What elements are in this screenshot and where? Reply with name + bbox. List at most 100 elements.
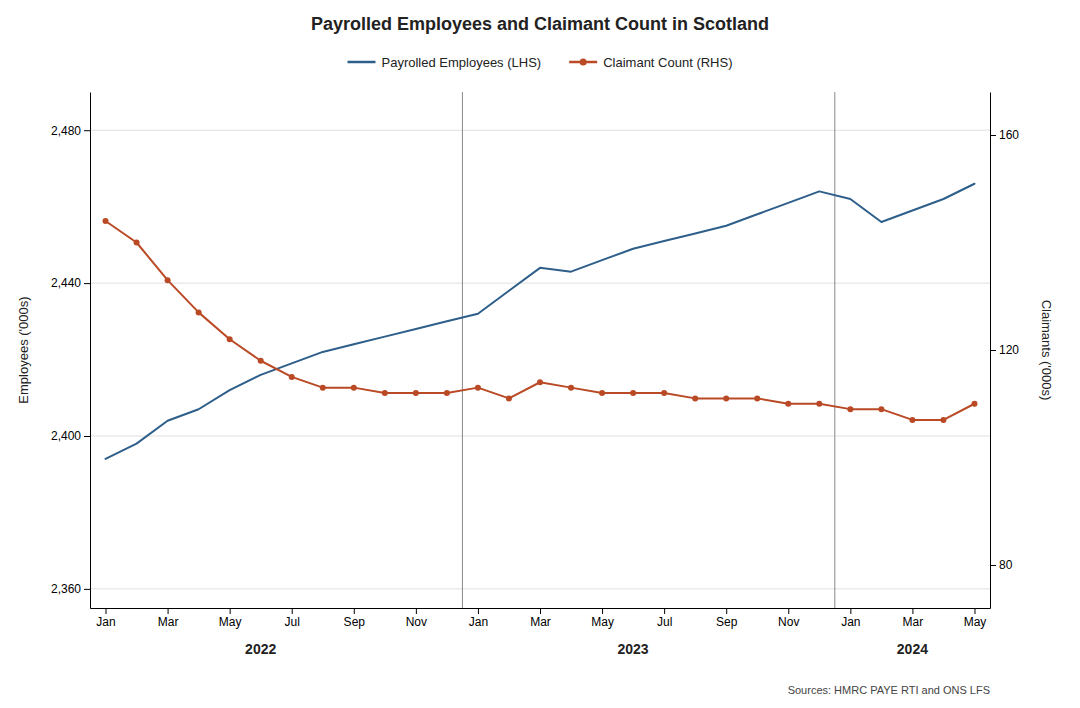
tick-mark: [84, 130, 90, 131]
x-tick: Mar: [903, 608, 924, 629]
x-tick: Nov: [406, 608, 427, 629]
x-tick: May: [591, 608, 614, 629]
x-tick-label: Nov: [406, 615, 427, 629]
legend: Payrolled Employees (LHS) Claimant Count …: [347, 55, 732, 70]
grid-line: [90, 588, 990, 589]
x-tick: Jan: [96, 608, 115, 629]
x-tick-label: May: [219, 615, 242, 629]
x-tick-label: Mar: [158, 615, 179, 629]
y-tick-label: 2,440: [51, 276, 81, 290]
tick-mark: [788, 608, 789, 614]
year-label: 2024: [897, 641, 928, 657]
series-line: [106, 221, 975, 420]
legend-label: Claimant Count (RHS): [603, 55, 732, 70]
tick-mark: [478, 608, 479, 614]
tick-mark: [726, 608, 727, 614]
series-marker: [599, 390, 605, 396]
x-tick-label: May: [591, 615, 614, 629]
plot-area: Jan Mar May Jul Sep Nov Jan Mar May Jul Sep Nov Jan M…: [51, 92, 1019, 657]
x-tick: Nov: [778, 608, 799, 629]
series-marker: [940, 417, 946, 423]
separator: [462, 92, 463, 608]
x-tick-label: Mar: [903, 615, 924, 629]
series-marker: [320, 385, 326, 391]
legend-item: Claimant Count (RHS): [569, 55, 732, 70]
y-tick: 2,360: [51, 582, 90, 596]
x-tick: Jan: [469, 608, 488, 629]
x-tick-label: May: [964, 615, 987, 629]
series-marker: [196, 309, 202, 315]
series-marker: [847, 406, 853, 412]
legend-marker: [580, 59, 587, 66]
tick-mark: [664, 608, 665, 614]
tick-mark: [990, 350, 996, 351]
x-tick: Sep: [344, 608, 366, 629]
tick-mark: [912, 608, 913, 614]
tick-mark: [990, 565, 996, 566]
y-tick-label: 2,360: [51, 582, 81, 596]
series-marker: [351, 385, 357, 391]
x-tick: Mar: [158, 608, 179, 629]
year-label: 2023: [618, 641, 649, 657]
y-tick-label: 2,400: [51, 429, 81, 443]
series-marker: [971, 401, 977, 407]
series-marker: [289, 374, 295, 380]
series-marker: [258, 358, 264, 364]
separator: [834, 92, 835, 608]
tick-mark: [168, 608, 169, 614]
x-tick: Sep: [716, 608, 738, 629]
tick-mark: [602, 608, 603, 614]
x-tick-label: Sep: [344, 615, 366, 629]
tick-mark: [974, 608, 975, 614]
x-tick: Mar: [530, 608, 551, 629]
series-marker: [506, 395, 512, 401]
y2-tick-label: 120: [999, 343, 1019, 357]
series-marker: [568, 385, 574, 391]
x-tick-label: Jan: [469, 615, 488, 629]
y-tick: 2,480: [51, 124, 90, 138]
tick-mark: [540, 608, 541, 614]
y2-tick-label: 80: [999, 558, 1013, 572]
series-marker: [444, 390, 450, 396]
x-tick: Jul: [657, 608, 672, 629]
series-marker: [723, 395, 729, 401]
series-marker: [878, 406, 884, 412]
series-marker: [227, 336, 233, 342]
tick-mark: [292, 608, 293, 614]
y2-tick: 80: [990, 558, 1013, 572]
y-tick: 2,440: [51, 276, 90, 290]
tick-mark: [990, 135, 996, 136]
tick-mark: [416, 608, 417, 614]
series-marker: [909, 417, 915, 423]
tick-mark: [850, 608, 851, 614]
y2-tick: 120: [990, 343, 1019, 357]
y-tick: 2,400: [51, 429, 90, 443]
y-axis: 2,360 2,400 2,440 2,480: [51, 93, 91, 609]
x-tick-label: Jan: [96, 615, 115, 629]
grid-line: [90, 283, 990, 284]
source-note: Sources: HMRC PAYE RTI and ONS LFS: [788, 684, 990, 696]
title: Payrolled Employees and Claimant Count i…: [311, 14, 769, 34]
x-tick-label: Jul: [285, 615, 300, 629]
x-tick-label: Mar: [530, 615, 551, 629]
tick-mark: [84, 589, 90, 590]
legend-item: Payrolled Employees (LHS): [347, 55, 541, 70]
x-axis: Jan Mar May Jul Sep Nov Jan Mar May Jul Sep Nov Jan M…: [91, 608, 991, 629]
grid-line: [90, 436, 990, 437]
marks: [103, 92, 978, 608]
series-marker: [754, 395, 760, 401]
y2-tick-label: 160: [999, 128, 1019, 142]
grid-line: [90, 130, 990, 131]
chart: Jan Mar May Jul Sep Nov Jan Mar May Jul Sep Nov Jan M…: [0, 0, 1080, 708]
x-tick-label: Jan: [841, 615, 860, 629]
x-tick: Jan: [841, 608, 860, 629]
series-marker: [537, 379, 543, 385]
x-tick-label: Sep: [716, 615, 738, 629]
grid: [90, 130, 990, 589]
y2-axis: 80 120 160: [990, 93, 1019, 609]
x-tick: Jul: [285, 608, 300, 629]
series-marker: [475, 385, 481, 391]
tick-mark: [354, 608, 355, 614]
series-marker: [382, 390, 388, 396]
tick-mark: [84, 283, 90, 284]
